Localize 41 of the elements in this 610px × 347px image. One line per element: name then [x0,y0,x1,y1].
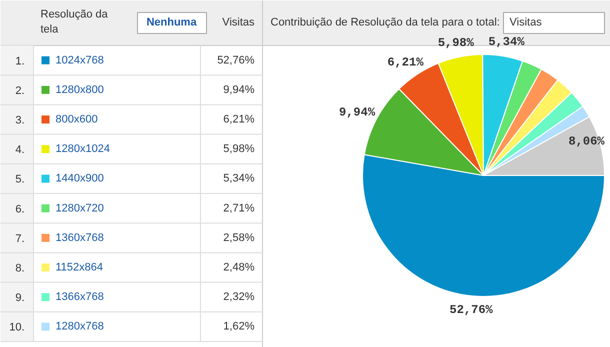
text: 9. [15,292,25,304]
data-label: 2,32% [223,291,255,304]
text: Visitas [510,16,542,28]
legend-label: 1280x1024 [56,143,110,156]
legend-label: 1360x768 [56,232,104,244]
legend-label: 1440x900 [56,172,104,185]
text: 5. [15,174,25,186]
legend-label: 1152x864 [56,262,104,274]
text: 6,21% [223,114,255,126]
data-label: 2,71% [223,202,255,214]
data-label: 2,58% [223,232,255,244]
text: Resolução da tela [40,8,109,36]
text: 10. [9,322,25,334]
legend-label: 1280x800 [56,84,104,96]
legend-label: 1366x768 [56,291,104,304]
data-label: 52,76% [450,302,494,317]
data-label: 6,21% [387,55,424,70]
legend-label: 1024x768 [56,54,104,66]
legend-label: 1280x720 [56,202,104,214]
data-label: 1,62% [223,320,255,333]
text: 52,76% [217,54,255,66]
data-label: 5,98% [438,36,475,50]
chart-title: Contribuição de Resolução da tela para o total: [270,16,500,28]
data-label: 8,06% [568,134,606,149]
text: Nenhuma [146,16,198,28]
legend-label: 800x600 [56,114,98,126]
text: 5,34% [223,172,255,185]
text: 2. [15,84,25,97]
text: Visitas [222,16,255,28]
data-label: 2,48% [223,262,255,274]
text: 4. [15,144,25,156]
text: 8. [15,262,25,274]
text: 7. [15,232,25,245]
text: 5,98% [223,143,255,156]
text: 3. [15,114,25,126]
text: 9,94% [223,84,255,96]
text: 1. [15,55,25,68]
data-label: 5,34% [488,35,526,50]
data-label: 9,94% [339,105,376,120]
legend-label: 1280x768 [56,320,104,333]
text: 6. [15,203,25,216]
